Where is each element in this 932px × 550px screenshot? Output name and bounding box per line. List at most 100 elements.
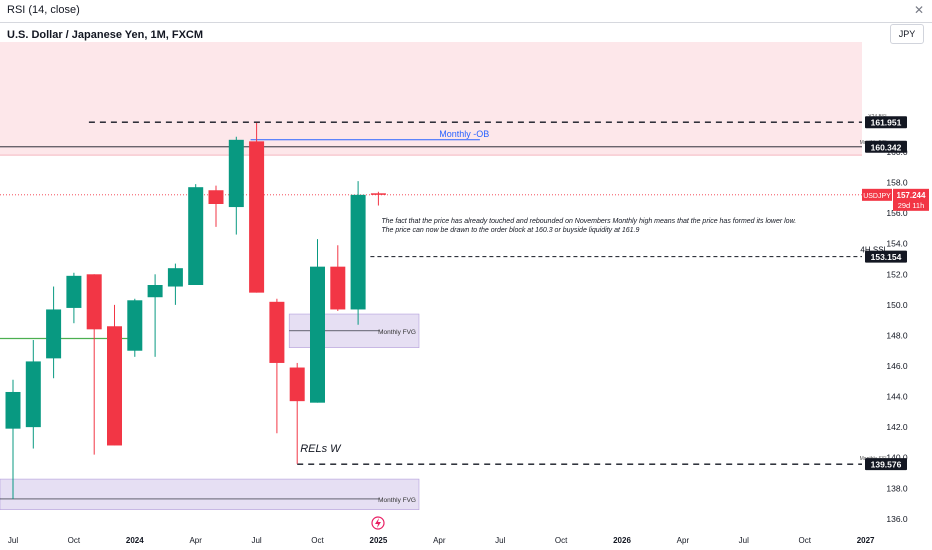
x-tick-label: Jul [495, 536, 505, 545]
candle-body [330, 266, 346, 310]
last-symbol-text: USDJPY [863, 193, 891, 200]
candle-body [249, 141, 265, 293]
fvg-lower-label: Monthly FVG [378, 497, 416, 504]
note-line-2: The price can now be drawn to the order … [381, 227, 639, 234]
last-price-bg [893, 188, 929, 211]
x-tick-label: Jul [251, 536, 261, 545]
h4-ssl-price-tag: 153.154 [865, 250, 907, 263]
candle [188, 184, 204, 285]
h4-ssl-label: 4H SSL [860, 246, 888, 255]
y24-bsl-price-tag-text: 161.951 [871, 118, 902, 128]
x-tick-label: Oct [555, 536, 568, 545]
currency-button[interactable]: JPY [890, 24, 924, 44]
monthly-ssl-price-tag: 139.576 [865, 458, 907, 471]
y-tick-label: 136.0 [886, 514, 908, 524]
y24-bsl-price-tag: 161.951 [865, 116, 907, 129]
y-tick-label: 152.0 [886, 269, 908, 279]
monthly-ob-label: Monthly -OB [439, 129, 489, 139]
candle-body [46, 309, 62, 359]
candle-body [289, 367, 305, 402]
candle-body [269, 301, 285, 363]
indicator-label[interactable]: RSI (14, close) [7, 4, 80, 16]
monthly-ssl-price-tag-text: 139.576 [871, 460, 902, 470]
last-price-text: 157.244 [897, 191, 926, 200]
candle-body [127, 300, 143, 351]
candle-body [86, 274, 102, 330]
candle-body [350, 194, 366, 310]
candle [289, 362, 305, 464]
x-tick-label: Oct [311, 536, 324, 545]
session-icon [371, 516, 385, 530]
candle-body [370, 193, 386, 195]
candle-body [310, 266, 325, 403]
candle [249, 123, 265, 293]
x-tick-label: Jul [8, 536, 18, 545]
candle [147, 274, 163, 357]
candle-body [167, 268, 183, 287]
x-tick-label: Oct [798, 536, 811, 545]
candle [269, 298, 285, 434]
candle [228, 136, 244, 235]
countdown-text: 29d 11h [898, 201, 925, 210]
candle [25, 340, 41, 449]
monthly-ssl-price-tag-bg [865, 458, 907, 471]
h4-ssl-price-tag-text: 153.154 [871, 252, 902, 262]
x-tick-label: 2024 [126, 536, 144, 545]
h4-ssl-price-tag-bg [865, 250, 907, 263]
annotations-layer: RELs W The fact that the price has alread… [300, 218, 796, 530]
candle-body [25, 361, 41, 428]
last-symbol-bg [862, 188, 892, 201]
candle [310, 239, 325, 403]
candle [127, 298, 143, 357]
fvg-lower-zone [0, 478, 420, 510]
x-tick-label: Apr [189, 536, 202, 545]
x-tick-label: Apr [433, 536, 446, 545]
candle-body [208, 190, 224, 204]
candle [46, 286, 62, 379]
y-tick-label: 148.0 [886, 330, 908, 340]
y-tick-label: 150.0 [886, 300, 908, 310]
x-tick-label: Jul [739, 536, 749, 545]
y-tick-label: 138.0 [886, 483, 908, 493]
monthly-bsl-price-tag-bg [865, 140, 907, 153]
candle [370, 191, 386, 206]
x-tick-label: Apr [677, 536, 690, 545]
note-line-1: The fact that the price has already touc… [381, 218, 796, 225]
monthly-bsl-price-tag-text: 160.342 [871, 142, 902, 152]
x-tick-label: 2026 [613, 536, 631, 545]
candle [107, 304, 122, 446]
zones-layer [0, 42, 862, 510]
y-tick-label: 156.0 [886, 208, 908, 218]
y-tick-label: 142.0 [886, 422, 908, 432]
candle [167, 263, 183, 305]
indicator-bar: RSI (14, close) ✕ [0, 0, 932, 23]
session-icon-bolt [375, 518, 381, 528]
rels-annotation: RELs W [300, 443, 342, 455]
candle [66, 272, 82, 324]
y-tick-label: 144.0 [886, 392, 908, 402]
y-tick-label: 140.0 [886, 453, 908, 463]
time-axis: Jul Oct 2024 Apr Jul Oct 2025 Apr Jul Oct 2026 Apr J… [8, 536, 875, 545]
x-tick-label: 2025 [370, 536, 388, 545]
candle [208, 185, 224, 227]
candle-body [107, 326, 122, 446]
premium-zone [0, 42, 862, 156]
session-icon-ring [371, 516, 385, 530]
x-tick-label: 2027 [857, 536, 875, 545]
candles-layer [5, 123, 386, 499]
x-tick-label: Oct [68, 536, 81, 545]
y-tick-label: 154.0 [886, 239, 908, 249]
candle [330, 245, 346, 311]
price-labels-layer: 161.951 160.342 153.154 139.576 USDJPY 157.24… [862, 116, 929, 471]
candle-body [188, 187, 204, 285]
candle-body [228, 139, 244, 208]
close-icon[interactable]: ✕ [913, 3, 924, 17]
candle-body [66, 275, 82, 308]
candle [350, 181, 366, 325]
monthly-bsl-price-tag: 160.342 [865, 140, 907, 153]
candle [5, 379, 21, 499]
y-tick-label: 158.0 [886, 178, 908, 188]
y24-bsl-price-tag-bg [865, 116, 907, 129]
